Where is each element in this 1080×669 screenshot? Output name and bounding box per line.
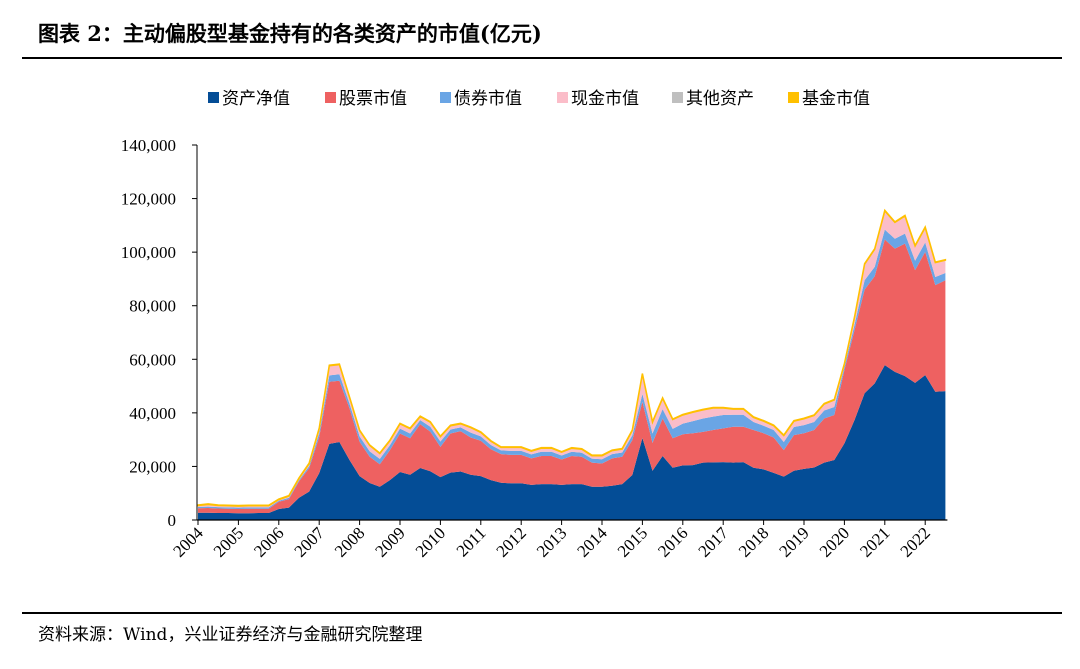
x-tick-label: 2014 — [573, 523, 611, 561]
area-series-2 — [198, 229, 946, 510]
x-tick-label: 2018 — [735, 523, 772, 560]
x-tick-label: 2022 — [897, 523, 934, 560]
x-tick-label: 2016 — [654, 523, 691, 560]
x-tick-label: 2006 — [250, 523, 287, 560]
chart-title: 图表 2：主动偏股型基金持有的各类资产的市值(亿元) — [38, 21, 542, 46]
legend-swatch — [325, 92, 336, 103]
source-note: 资料来源：Wind，兴业证券经济与金融研究院整理 — [38, 625, 423, 645]
y-tick-label: 0 — [168, 511, 177, 530]
legend-swatch — [672, 92, 683, 103]
legend-swatch — [440, 92, 451, 103]
legend-label: 现金市值 — [571, 89, 639, 108]
legend-label: 基金市值 — [802, 89, 870, 108]
legend-swatch — [788, 92, 799, 103]
x-tick-label: 2007 — [291, 523, 329, 561]
legend-label: 债券市值 — [454, 89, 522, 108]
y-tick-label: 40,000 — [129, 404, 176, 423]
x-tick-label: 2021 — [856, 523, 893, 560]
legend-swatch — [557, 92, 568, 103]
legend-swatch — [208, 92, 219, 103]
y-tick-label: 100,000 — [121, 243, 176, 262]
x-tick-label: 2005 — [210, 523, 247, 560]
legend-label: 股票市值 — [339, 89, 407, 108]
y-tick-label: 80,000 — [129, 297, 176, 316]
x-tick-label: 2015 — [614, 523, 651, 560]
area-series-0 — [198, 365, 946, 520]
y-tick-label: 60,000 — [129, 350, 176, 369]
y-tick-label: 140,000 — [121, 136, 176, 155]
x-tick-label: 2010 — [412, 523, 449, 560]
source-rule — [22, 612, 1062, 614]
x-tick-label: 2011 — [453, 523, 490, 560]
title-rule — [22, 57, 1062, 59]
x-tick-label: 2020 — [816, 523, 853, 560]
y-tick-label: 120,000 — [121, 190, 176, 209]
x-tick-label: 2017 — [695, 523, 733, 561]
x-tick-label: 2008 — [331, 523, 368, 560]
y-tick-label: 20,000 — [129, 457, 176, 476]
x-tick-label: 2009 — [371, 523, 408, 560]
legend-label: 资产净值 — [222, 89, 290, 108]
area-series-5 — [197, 208, 947, 507]
legend-label: 其他资产 — [686, 89, 754, 108]
x-tick-label: 2012 — [493, 523, 530, 560]
area-series-1 — [198, 239, 946, 514]
x-tick-label: 2013 — [533, 523, 570, 560]
x-tick-label: 2019 — [775, 523, 812, 560]
